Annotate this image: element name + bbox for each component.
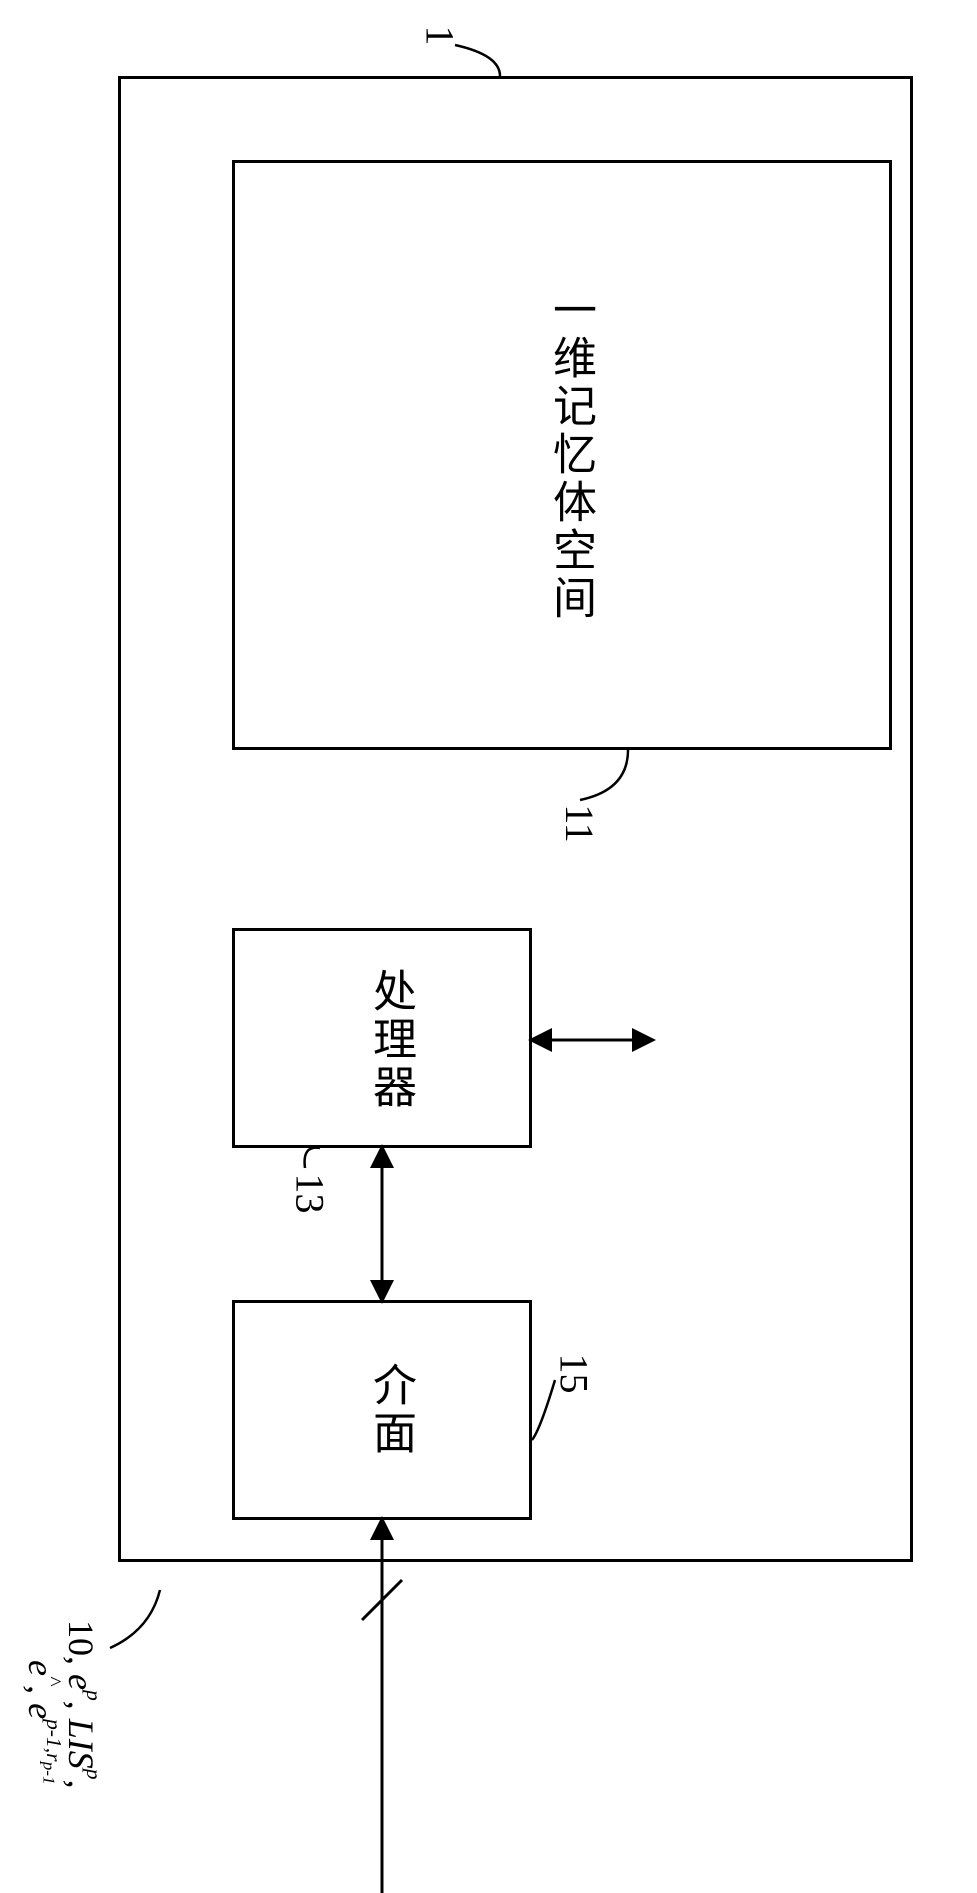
ref-outer: 1 [417,26,464,46]
processor-label: 处理器 [358,960,422,1120]
ref-interface: 15 [551,1354,598,1394]
input-formula-line1: 10, ep, LISp, [60,1620,106,1789]
ref-processor: 13 [287,1174,334,1214]
ref-memory: 11 [556,804,603,843]
memory-label: 一维记忆体空间 [538,220,602,690]
input-leader [110,1590,160,1648]
diagram-stage: 一维记忆体空间 处理器 介面 1 11 13 15 10, ep, LISp, … [0,0,977,1893]
input-tick [362,1580,402,1620]
input-formula-line2: e^, ep-1,rp-1 [20,1660,66,1785]
outer-leader [455,45,500,76]
interface-label: 介面 [358,1350,422,1470]
